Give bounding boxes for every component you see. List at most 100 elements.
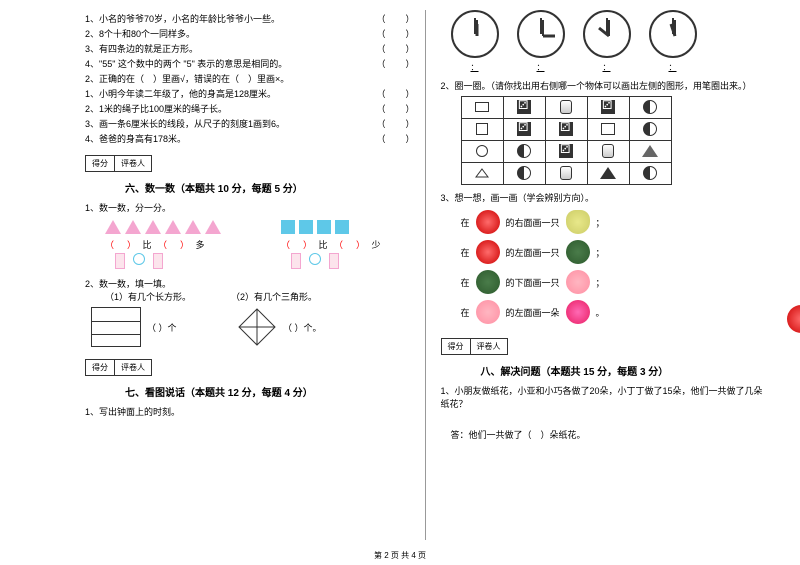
question-2: 2、数一数，填一填。 <box>85 277 415 290</box>
dice-icon <box>601 100 615 114</box>
square-icon <box>317 220 331 234</box>
page-footer: 第 2 页 共 4 页 <box>0 550 800 561</box>
judgment-item: 2、1米的绳子比100厘米的绳子长。（ ） <box>85 102 415 115</box>
square-icon <box>281 220 295 234</box>
peach-icon <box>566 270 590 294</box>
rect-icon <box>115 253 125 269</box>
question-3: 3、想一想，画一画（学会辨别方向）。 <box>441 191 771 204</box>
circle-icon <box>309 253 321 265</box>
square-row <box>281 220 383 234</box>
dice-icon <box>517 100 531 114</box>
cherry-side-icon <box>787 305 800 333</box>
half-circle-icon <box>643 122 657 136</box>
durian-icon <box>476 270 500 294</box>
table-row <box>461 119 671 141</box>
clock-icon <box>649 10 697 58</box>
right-column: ：：：： 2、圈一圈。（请你找出用右侧哪一个物体可以画出左侧的图形，用笔圈出来。… <box>441 10 771 540</box>
clock-row <box>451 10 771 58</box>
judgment-item: 1、小明今年读二年级了，他的身高是128厘米。（ ） <box>85 87 415 100</box>
triangle-outline-icon <box>475 168 489 178</box>
question-7-1: 1、写出钟面上的时刻。 <box>85 405 415 418</box>
ball-icon <box>517 166 531 180</box>
grader-label: 评卷人 <box>471 339 507 354</box>
score-box: 得分 评卷人 <box>85 155 152 172</box>
clock-labels: ：：：： <box>451 62 771 73</box>
small-shapes <box>115 253 221 269</box>
score-label: 得分 <box>442 339 471 354</box>
small-shapes <box>291 253 383 269</box>
fruit-row: 在的左面画一朵。 <box>461 300 771 324</box>
grader-label: 评卷人 <box>115 360 151 375</box>
judgment-item: 4、"55" 这个数中的两个 "5" 表示的意思是相同的。（ ） <box>85 57 415 70</box>
count-paren: （ ）个 <box>147 321 177 334</box>
score-label: 得分 <box>86 360 115 375</box>
peach-icon <box>476 300 500 324</box>
fruit-row: 在的下面画一只； <box>461 270 771 294</box>
half-circle-icon <box>643 166 657 180</box>
judgment-item: 3、有四条边的就是正方形。（ ） <box>85 42 415 55</box>
ball-icon <box>517 144 531 158</box>
square-icon <box>335 220 349 234</box>
compare-text: （ ） 比 （ ） 多 <box>105 238 221 251</box>
rectangle-icon <box>475 102 489 112</box>
section-6-title: 六、数一数（本题共 10 分，每题 5 分） <box>125 180 415 195</box>
durian-icon <box>566 240 590 264</box>
answer-line: 答：他们一共做了（ ）朵纸花。 <box>451 428 771 441</box>
judgment-item: 3、画一条6厘米长的线段，从尺子的刻度1画到6。（ ） <box>85 117 415 130</box>
section-8-title: 八、解决问题（本题共 15 分，每题 3 分） <box>481 363 771 378</box>
judgment-item: 4、爸爸的身高有178米。（ ） <box>85 132 415 145</box>
rect-icon <box>153 253 163 269</box>
question-2: 2、圈一圈。（请你找出用右侧哪一个物体可以画出左侧的图形，用笔圈出来。） <box>441 79 771 92</box>
score-box: 得分 评卷人 <box>441 338 508 355</box>
judgment-title: 2、正确的在（ ）里画√，错误的在（ ）里画×。 <box>85 72 415 85</box>
rect-icon <box>291 253 301 269</box>
apple-icon <box>476 240 500 264</box>
left-column: 1、小名的爷爷70岁，小名的年龄比爷爷小一些。（ ） 2、8个十和80个一同样多… <box>85 10 426 540</box>
rect-icon <box>329 253 339 269</box>
q2-1: （1）有几个长方形。 <box>105 290 191 303</box>
count-shapes: （1）有几个长方形。 （ ）个 （2）有几个三角形。 （ ）个。 <box>85 290 415 351</box>
cone-icon <box>600 167 616 179</box>
grader-label: 评卷人 <box>115 156 151 171</box>
square-icon <box>299 220 313 234</box>
triangle-icon <box>145 220 161 234</box>
compare-text: （ ） 比 （ ） 少 <box>281 238 383 251</box>
clock-icon <box>517 10 565 58</box>
shapes-compare: （ ） 比 （ ） 多 （ ） 比 （ ） 少 <box>85 214 415 273</box>
can-icon <box>602 144 614 158</box>
judgment-item: 2、8个十和80个一同样多。（ ） <box>85 27 415 40</box>
clock-icon <box>451 10 499 58</box>
pear-icon <box>566 210 590 234</box>
circle-icon <box>476 145 488 157</box>
cone-icon <box>642 145 658 157</box>
score-label: 得分 <box>86 156 115 171</box>
diamond-triangle-icon <box>237 307 277 347</box>
question-1: 1、数一数，分一分。 <box>85 201 415 214</box>
triangle-icon <box>205 220 221 234</box>
triangle-icon <box>125 220 141 234</box>
dice-icon <box>517 122 531 136</box>
table-row <box>461 163 671 185</box>
question-8-1: 1、小朋友做纸花，小亚和小巧各做了20朵，小丁丁做了15朵，他们一共做了几朵纸花… <box>441 384 771 410</box>
triangle-icon <box>165 220 181 234</box>
dice-icon <box>559 144 573 158</box>
table-row <box>461 141 671 163</box>
shape-table <box>461 96 672 185</box>
square-icon <box>476 123 488 135</box>
table-row <box>461 97 671 119</box>
judgment-item: 1、小名的爷爷70岁，小名的年龄比爷爷小一些。（ ） <box>85 12 415 25</box>
flower-icon <box>566 300 590 324</box>
section-7-title: 七、看图说话（本题共 12 分，每题 4 分） <box>125 384 415 399</box>
triangle-icon <box>185 220 201 234</box>
can-icon <box>560 166 572 180</box>
half-circle-icon <box>643 100 657 114</box>
dice-icon <box>559 122 573 136</box>
triangle-row <box>105 220 221 234</box>
page-container: 1、小名的爷爷70岁，小名的年龄比爷爷小一些。（ ） 2、8个十和80个一同样多… <box>0 0 800 540</box>
circle-icon <box>133 253 145 265</box>
box-icon <box>601 123 615 135</box>
fruit-row: 在的右面画一只； <box>461 210 771 234</box>
score-box: 得分 评卷人 <box>85 359 152 376</box>
rectangle-stack-icon <box>91 307 141 347</box>
triangle-icon <box>105 220 121 234</box>
